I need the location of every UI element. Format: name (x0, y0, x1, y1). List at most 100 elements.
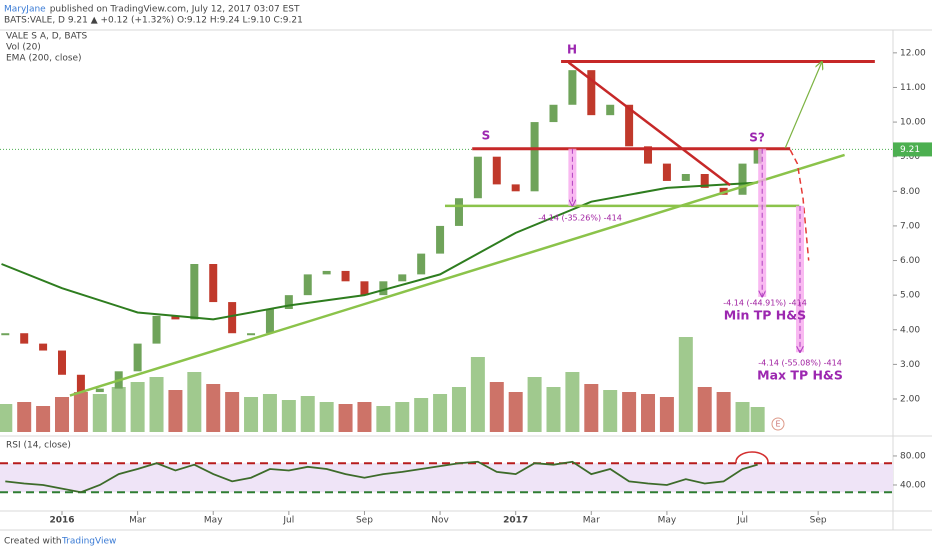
price-bar (322, 270, 331, 275)
volume-bar (697, 387, 712, 432)
volume-bar (130, 382, 145, 432)
x-tick-label: Mar (583, 516, 600, 526)
x-tick-label: Jul (282, 516, 294, 526)
volume-bar (750, 407, 765, 432)
price-bar (587, 70, 596, 116)
annotation: S? (749, 131, 765, 145)
price-bar (454, 198, 463, 226)
publisher: MaryJane (4, 5, 46, 15)
volume-bar (622, 392, 637, 432)
price-bar (530, 122, 539, 192)
legend-entry: VALE S A, D, BATS (6, 32, 88, 42)
y-tick-label: 8.00 (900, 187, 920, 197)
volume-bar (168, 390, 183, 432)
price-bar (228, 302, 237, 334)
volume-bar (470, 357, 485, 432)
volume-bar (281, 400, 296, 432)
brand: TradingView (61, 537, 116, 547)
price-bar (738, 163, 747, 195)
created-with: Created with (4, 537, 62, 547)
y-tick-label: 5.00 (900, 291, 920, 301)
price-bar (1, 333, 10, 336)
price-bar (644, 146, 653, 164)
volume-bar (489, 382, 504, 432)
y-tick-label: 7.00 (900, 221, 920, 231)
price-bar (549, 104, 558, 123)
y-tick-label: 9.00 (900, 152, 920, 162)
volume-bar (187, 372, 202, 432)
price-bar (247, 333, 256, 336)
drawing-line (784, 62, 822, 149)
price-bar (662, 163, 671, 181)
price-bar (379, 281, 388, 296)
volume-bar (376, 406, 391, 432)
event-circle (771, 417, 785, 431)
price-bar (303, 274, 312, 296)
volume-bar (225, 392, 240, 432)
price-bar (700, 174, 709, 188)
volume-bar (565, 372, 580, 432)
price-bar (284, 295, 293, 309)
y-tick-label: 40.00 (900, 480, 926, 490)
y-tick-label: 4.00 (900, 325, 920, 335)
drawing-line (789, 149, 810, 261)
price-bar (606, 104, 615, 116)
drawing-line (69, 153, 845, 397)
volume-bar (262, 394, 277, 432)
annotation: H (567, 43, 577, 57)
volume-bar (395, 402, 410, 432)
price-bar (76, 374, 85, 393)
price-bar (625, 104, 634, 147)
y-tick-label: 6.00 (900, 256, 920, 266)
volume-bar (433, 394, 448, 432)
price-bar (265, 309, 274, 334)
price-bar (360, 281, 369, 296)
price-bar (473, 156, 482, 199)
y-tick-label: 12.00 (900, 48, 926, 58)
price-bar (398, 274, 407, 282)
price-bar (341, 270, 350, 282)
price-bar (39, 343, 48, 351)
volume-bar (55, 397, 70, 432)
volume-bar (735, 402, 750, 432)
y-tick-label: 2.00 (900, 395, 920, 405)
price-bar (58, 350, 67, 375)
price-bar (492, 156, 501, 185)
y-tick-label: 3.00 (900, 360, 920, 370)
x-tick-label: 2016 (49, 516, 74, 526)
last-price-label: 9.21 (900, 145, 920, 155)
y-tick-label: 80.00 (900, 451, 926, 461)
x-tick-label: Nov (431, 516, 449, 526)
rsi-band (0, 463, 893, 493)
price-bar (511, 184, 520, 192)
volume-bar (603, 390, 618, 432)
annotation: -4.14 (-35.26%) -414 (538, 214, 622, 223)
volume-bar (92, 394, 107, 432)
drawing-line (567, 61, 731, 187)
volume-bar (584, 384, 599, 432)
annotation: Max TP H&S (757, 368, 843, 383)
price-bar (417, 253, 426, 275)
volume-bar (73, 392, 88, 432)
x-tick-label: Mar (129, 516, 146, 526)
volume-bar (716, 392, 731, 432)
x-tick-label: 2017 (503, 516, 528, 526)
volume-bar (36, 406, 51, 432)
x-tick-label: May (658, 516, 677, 526)
price-bar (171, 315, 180, 320)
legend-entry: EMA (200, close) (6, 54, 82, 64)
price-bar (209, 264, 218, 303)
x-tick-label: Jul (736, 516, 748, 526)
price-bar (568, 70, 577, 105)
volume-bar (149, 377, 164, 432)
volume-bar (0, 404, 13, 432)
annotation: S (482, 129, 491, 143)
volume-bar (319, 402, 334, 432)
annotation: -4.14 (-44.91%) -414 (723, 299, 807, 308)
volume-bar (659, 397, 674, 432)
annotation: -4.14 (-55.08%) -414 (758, 359, 842, 368)
volume-bar (508, 392, 523, 432)
rsi-line (5, 460, 758, 494)
